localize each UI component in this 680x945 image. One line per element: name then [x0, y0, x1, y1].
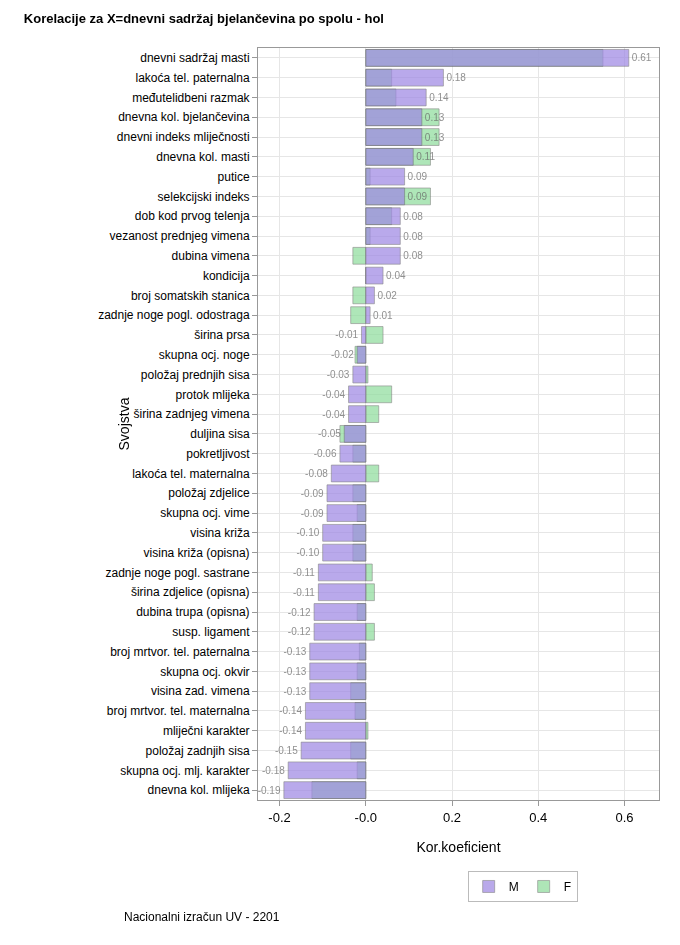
- svg-text:-0.04: -0.04: [322, 389, 345, 400]
- svg-text:lakoća tel. paternalna: lakoća tel. paternalna: [136, 71, 250, 85]
- svg-text:-0.2: -0.2: [268, 810, 290, 825]
- svg-text:-0.11: -0.11: [293, 587, 315, 598]
- svg-text:-0.01: -0.01: [335, 329, 358, 340]
- svg-text:skupna ocj. mlj. karakter: skupna ocj. mlj. karakter: [120, 764, 249, 778]
- svg-text:broj somatskih stanica: broj somatskih stanica: [131, 289, 250, 303]
- svg-text:-0.13: -0.13: [284, 646, 307, 657]
- svg-text:-0.15: -0.15: [275, 745, 298, 756]
- svg-text:0.18: 0.18: [446, 72, 466, 83]
- svg-text:položaj zadnjih sisa: položaj zadnjih sisa: [146, 744, 250, 758]
- svg-text:-0.13: -0.13: [284, 686, 307, 697]
- svg-text:protok mlijeka: protok mlijeka: [176, 388, 250, 402]
- svg-text:M: M: [509, 880, 519, 894]
- svg-text:0.13: 0.13: [425, 132, 445, 143]
- svg-text:0.6: 0.6: [615, 810, 633, 825]
- svg-text:međutelidbeni razmak: međutelidbeni razmak: [132, 91, 250, 105]
- svg-text:dnevna kol. mlijeka: dnevna kol. mlijeka: [148, 783, 250, 797]
- svg-text:skupna ocj. noge: skupna ocj. noge: [159, 348, 250, 362]
- svg-text:F: F: [564, 880, 571, 894]
- svg-text:skupna ocj. okvir: skupna ocj. okvir: [160, 665, 249, 679]
- svg-text:-0.18: -0.18: [262, 765, 285, 776]
- svg-text:selekcijski indeks: selekcijski indeks: [158, 190, 250, 204]
- svg-text:-0.13: -0.13: [284, 666, 307, 677]
- svg-text:dnevna kol. masti: dnevna kol. masti: [156, 150, 249, 164]
- svg-text:visina križa: visina križa: [190, 526, 250, 540]
- svg-text:0.08: 0.08: [403, 211, 423, 222]
- svg-text:0.02: 0.02: [377, 290, 397, 301]
- svg-text:dnevna kol. bjelančevina: dnevna kol. bjelančevina: [118, 110, 250, 124]
- svg-text:-0.0: -0.0: [355, 810, 377, 825]
- svg-text:širina zdjelice (opisna): širina zdjelice (opisna): [131, 585, 250, 599]
- svg-text:-0.05: -0.05: [318, 428, 341, 439]
- svg-text:-0.03: -0.03: [327, 369, 350, 380]
- svg-text:širina zadnjeg vimena: širina zadnjeg vimena: [134, 407, 250, 421]
- svg-text:Kor.koeficient: Kor.koeficient: [416, 839, 500, 855]
- svg-text:duljina sisa: duljina sisa: [190, 427, 250, 441]
- svg-text:-0.14: -0.14: [279, 705, 302, 716]
- svg-text:-0.19: -0.19: [258, 785, 281, 796]
- svg-text:visina zad. vimena: visina zad. vimena: [151, 684, 250, 698]
- svg-text:dubina vimena: dubina vimena: [172, 249, 250, 263]
- svg-text:dubina trupa (opisna): dubina trupa (opisna): [136, 605, 249, 619]
- svg-text:-0.02: -0.02: [331, 349, 354, 360]
- svg-text:0.01: 0.01: [373, 310, 393, 321]
- svg-text:0.2: 0.2: [443, 810, 461, 825]
- svg-text:visina križa (opisna): visina križa (opisna): [144, 546, 250, 560]
- svg-text:položaj zdjelice: položaj zdjelice: [168, 486, 250, 500]
- svg-text:-0.09: -0.09: [301, 508, 324, 519]
- svg-text:pokretljivost: pokretljivost: [186, 447, 250, 461]
- svg-text:-0.10: -0.10: [296, 527, 319, 538]
- svg-text:0.11: 0.11: [416, 151, 435, 162]
- svg-text:zadnje noge pogl. odostraga: zadnje noge pogl. odostraga: [98, 308, 250, 322]
- svg-text:-0.12: -0.12: [288, 626, 311, 637]
- svg-text:-0.06: -0.06: [314, 448, 337, 459]
- svg-text:položaj prednjih sisa: položaj prednjih sisa: [141, 368, 250, 382]
- svg-text:dnevni sadržaj masti: dnevni sadržaj masti: [140, 51, 249, 65]
- svg-text:lakoća tel. maternalna: lakoća tel. maternalna: [132, 467, 250, 481]
- svg-text:kondicija: kondicija: [203, 269, 250, 283]
- svg-text:0.08: 0.08: [403, 250, 423, 261]
- svg-text:mliječni karakter: mliječni karakter: [163, 724, 250, 738]
- svg-text:Svojstva: Svojstva: [116, 397, 132, 450]
- svg-text:0.04: 0.04: [386, 270, 406, 281]
- svg-text:0.09: 0.09: [408, 191, 428, 202]
- svg-text:susp. ligament: susp. ligament: [172, 625, 250, 639]
- svg-text:-0.10: -0.10: [296, 547, 319, 558]
- svg-text:Nacionalni izračun UV - 2201: Nacionalni izračun UV - 2201: [124, 910, 280, 924]
- svg-text:0.08: 0.08: [403, 231, 423, 242]
- svg-text:0.61: 0.61: [632, 52, 652, 63]
- svg-text:-0.11: -0.11: [293, 567, 315, 578]
- svg-text:širina prsa: širina prsa: [194, 328, 250, 342]
- svg-text:0.09: 0.09: [408, 171, 428, 182]
- svg-text:skupna ocj. vime: skupna ocj. vime: [160, 506, 250, 520]
- svg-text:-0.12: -0.12: [288, 607, 311, 618]
- svg-text:vezanost prednjeg vimena: vezanost prednjeg vimena: [110, 229, 250, 243]
- svg-text:0.4: 0.4: [529, 810, 547, 825]
- svg-text:0.14: 0.14: [429, 92, 449, 103]
- svg-text:broj mrtvor. tel. paternalna: broj mrtvor. tel. paternalna: [110, 645, 250, 659]
- svg-text:putice: putice: [218, 170, 250, 184]
- svg-text:zadnje noge pogl. sastrane: zadnje noge pogl. sastrane: [105, 566, 249, 580]
- svg-text:-0.08: -0.08: [305, 468, 328, 479]
- svg-text:Korelacije za X=dnevni sadržaj: Korelacije za X=dnevni sadržaj bjelančev…: [24, 11, 384, 26]
- svg-text:-0.09: -0.09: [301, 488, 324, 499]
- svg-text:-0.04: -0.04: [322, 409, 345, 420]
- svg-text:-0.14: -0.14: [279, 725, 302, 736]
- svg-text:dob kod prvog telenja: dob kod prvog telenja: [135, 209, 250, 223]
- svg-text:dnevni indeks mliječnosti: dnevni indeks mliječnosti: [117, 130, 250, 144]
- svg-text:0.13: 0.13: [425, 112, 445, 123]
- svg-text:broj mrtvor. tel. maternalna: broj mrtvor. tel. maternalna: [107, 704, 250, 718]
